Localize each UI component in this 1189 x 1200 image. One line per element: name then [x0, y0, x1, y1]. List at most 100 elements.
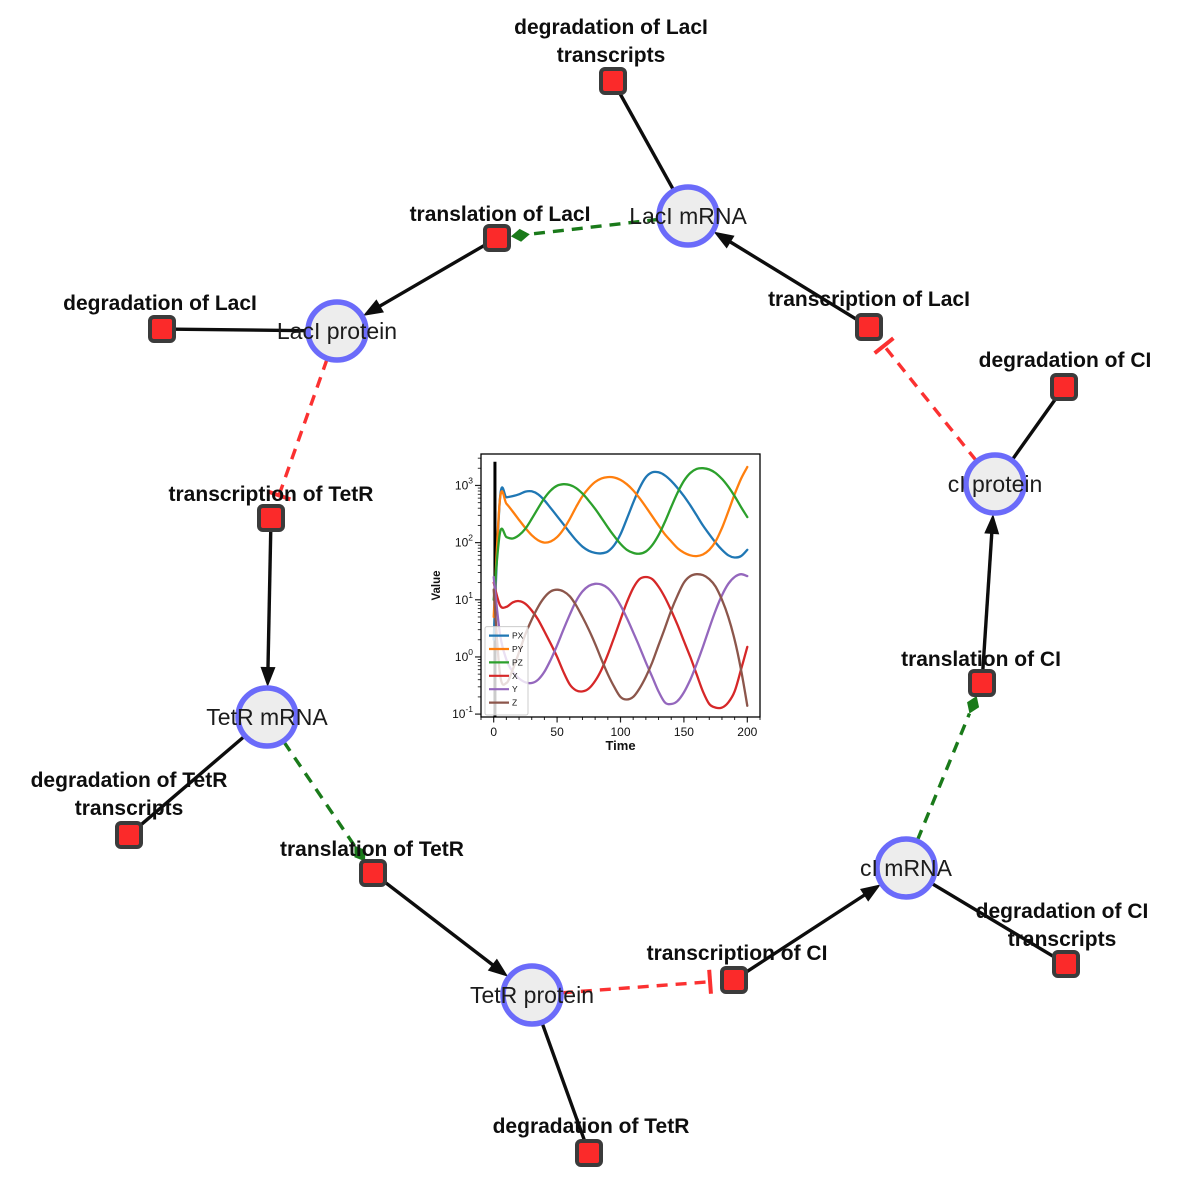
x-tick-label: 100: [610, 725, 630, 739]
species-label-cI_mRNA: cI mRNA: [860, 855, 953, 881]
edge-cI_mRNA-tsl_cI: [915, 695, 980, 841]
species-label-tetR_protein: TetR protein: [470, 982, 594, 1008]
edge-tsl_cI-cI_protein: [981, 513, 1000, 671]
reaction-label-deg_tetR_tr: degradation of TetR: [31, 769, 228, 792]
y-tick-label: 101: [455, 590, 473, 607]
chart-series-X: [492, 575, 749, 710]
edge-tetR_mRNA-tsl_tetR: [282, 740, 366, 862]
edge-lacI_protein-tsc_tetR: [267, 358, 329, 502]
species-node-cI_mRNA[interactable]: [874, 836, 938, 900]
y-axis-label: Value: [431, 570, 443, 600]
edge-lacI_mRNA-deg_lacI_tr: [617, 91, 675, 191]
reaction-label-deg_cI: degradation of CI: [979, 349, 1152, 372]
edge-tsl_tetR-tetR_protein: [382, 879, 509, 977]
edge-tsc_cI-cI_mRNA: [743, 884, 881, 975]
reaction-label-deg_cI_tr: transcripts: [1008, 928, 1117, 951]
edge-tetR_protein-tsc_cI: [561, 969, 713, 995]
reaction-label-tsc_lacI: transcription of LacI: [768, 288, 970, 311]
x-tick-label: 150: [674, 725, 694, 739]
species-node-lacI_mRNA[interactable]: [656, 184, 720, 248]
x-tick-label: 200: [737, 725, 757, 739]
edge-tsc_lacI-lacI_mRNA: [713, 231, 859, 322]
reaction-node-deg_cI_tr[interactable]: [1052, 950, 1080, 978]
y-tick-label: 100: [455, 647, 473, 664]
chart-series-Z: [492, 573, 749, 707]
species-label-lacI_mRNA: LacI mRNA: [629, 203, 747, 229]
inhibition-tee-icon: [873, 336, 895, 355]
chart-series-PY: [492, 465, 749, 619]
edge-lacI_protein-deg_lacI: [174, 327, 308, 333]
modifier-diamond-icon: [510, 228, 530, 242]
chart-svg: 0 50 100 150 200 103 102 101 100 10-1 Time Value PX P…: [431, 453, 761, 753]
y-tick-label: 10-1: [452, 704, 473, 721]
reaction-label-tsc_cI: transcription of CI: [647, 942, 828, 965]
species-node-cI_protein[interactable]: [963, 452, 1027, 516]
edge-tetR_mRNA-deg_tetR_tr: [137, 735, 246, 828]
reaction-node-tsc_cI[interactable]: [720, 966, 748, 994]
arrowhead: [260, 666, 276, 688]
arrowhead: [984, 513, 1000, 535]
chart-series-Y: [492, 573, 749, 706]
node-layer: [115, 67, 1080, 1167]
inhibition-tee-icon: [707, 969, 713, 994]
edge-cI_mRNA-deg_cI_tr: [930, 881, 1056, 959]
reaction-label-tsl_lacI: translation of LacI: [410, 203, 591, 226]
legend-label-Z: Z: [512, 698, 517, 708]
reaction-node-tsc_tetR[interactable]: [257, 504, 285, 532]
chart-series-PZ: [492, 467, 749, 601]
reaction-label-deg_tetR: degradation of TetR: [493, 1115, 690, 1138]
species-node-tetR_protein[interactable]: [500, 963, 564, 1027]
edge-cI_protein-tsc_lacI: [873, 336, 978, 462]
reaction-node-tsc_lacI[interactable]: [855, 313, 883, 341]
inhibition-tee-icon: [267, 489, 291, 502]
species-label-cI_protein: cI protein: [948, 471, 1043, 497]
reaction-node-deg_tetR[interactable]: [575, 1139, 603, 1167]
reaction-label-deg_lacI_tr: degradation of LacI: [514, 16, 708, 39]
chart-series-PX: [492, 470, 749, 641]
edge-tetR_protein-deg_tetR: [540, 1022, 587, 1142]
species-label-tetR_mRNA: TetR mRNA: [206, 704, 328, 730]
axes-frame: [480, 453, 761, 718]
arrowhead: [362, 299, 384, 316]
reaction-node-tsl_cI[interactable]: [968, 669, 996, 697]
modifier-diamond-icon: [354, 845, 366, 862]
reaction-label-deg_tetR_tr: transcripts: [75, 797, 184, 820]
edge-tsl_lacI-lacI_protein: [362, 243, 487, 316]
reaction-node-deg_lacI_tr[interactable]: [599, 67, 627, 95]
y-tick-label: 103: [455, 475, 473, 492]
arrowhead: [487, 958, 509, 977]
reaction-label-tsl_tetR: translation of TetR: [280, 838, 464, 861]
x-tick-label: 0: [490, 725, 497, 739]
x-tick-label: 50: [550, 725, 564, 739]
reaction-node-deg_tetR_tr[interactable]: [115, 821, 143, 849]
chart-legend: PX PY PZ XYZ: [484, 626, 529, 716]
edge-layer: [137, 91, 1058, 1142]
x-axis-label: Time: [605, 738, 635, 753]
chart-series-layer: [492, 461, 749, 717]
reaction-label-tsc_tetR: transcription of TetR: [169, 483, 374, 506]
legend-label-PY: PY: [512, 644, 524, 654]
reaction-node-tsl_lacI[interactable]: [483, 224, 511, 252]
species-label-lacI_protein: LacI protein: [277, 318, 397, 344]
species-node-lacI_protein[interactable]: [305, 299, 369, 363]
legend-label-X: X: [512, 671, 518, 681]
reaction-node-deg_lacI[interactable]: [148, 315, 176, 343]
edge-lacI_mRNA-tsl_lacI: [510, 217, 659, 242]
species-node-tetR_mRNA[interactable]: [235, 685, 299, 749]
reaction-node-tsl_tetR[interactable]: [359, 859, 387, 887]
label-layer: degradation of LacI transcripts translatio…: [31, 16, 1152, 1138]
arrowhead: [713, 231, 735, 249]
reaction-label-deg_lacI_tr: transcripts: [557, 44, 666, 67]
reaction-label-deg_lacI: degradation of LacI: [63, 292, 257, 315]
arrowhead: [860, 884, 881, 902]
reaction-label-deg_cI_tr: degradation of CI: [976, 900, 1149, 923]
edge-cI_protein-deg_cI: [1011, 396, 1058, 461]
legend-label-Y: Y: [512, 684, 518, 694]
legend-label-PX: PX: [512, 631, 524, 641]
timeseries-plot: 0 50 100 150 200 103 102 101 100 10-1 Time Value PX P…: [428, 446, 768, 758]
edge-tsc_tetR-tetR_mRNA: [260, 530, 276, 688]
y-tick-label: 102: [455, 533, 473, 550]
reaction-node-deg_cI[interactable]: [1050, 373, 1078, 401]
